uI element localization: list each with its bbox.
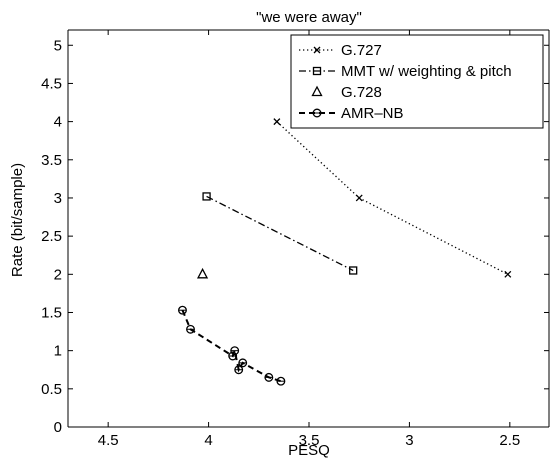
triangle-marker	[311, 85, 323, 97]
x-marker-stroke	[504, 270, 512, 278]
legend-label: G.727	[341, 42, 382, 59]
legend-box	[290, 34, 544, 129]
y-axis-label: Rate (bit/sample)	[9, 163, 26, 277]
legend-entry: G.728	[311, 84, 382, 101]
y-tick-label: 5	[54, 37, 62, 54]
y-tick-label: 1.5	[41, 304, 62, 321]
y-tick-label: 4	[54, 114, 62, 131]
series-g-728	[196, 267, 209, 279]
series-amr-nb	[178, 305, 286, 386]
y-tick-label: 0.5	[41, 381, 62, 398]
legend-entry: MMT w/ weighting & pitch	[299, 63, 512, 80]
x-axis-label: PESQ	[288, 442, 330, 459]
y-tick-label: 1	[54, 343, 62, 360]
square-marker	[202, 192, 211, 201]
square-marker	[312, 66, 322, 76]
axes: 4.5 4 3.5 3 2.5 0 0.5 1 1.5 2 2.5 3 3.5 4 4.5 5	[41, 29, 550, 449]
series-layer	[178, 118, 512, 386]
legend-label: G.728	[341, 84, 382, 101]
y-tick-label: 3	[54, 190, 62, 207]
y-tick-label: 4.5	[41, 75, 62, 92]
x-marker	[273, 118, 281, 126]
x-marker-stroke	[313, 46, 321, 54]
y-tick-label: 0	[54, 419, 62, 436]
x-marker-stroke	[273, 118, 281, 126]
series-mmt-w-weighting-pitch	[202, 192, 358, 275]
x-marker	[313, 46, 321, 54]
x-marker	[504, 270, 512, 278]
legend: G.727 MMT w/ weighting & pitch G.728 AMR–NB	[290, 34, 544, 129]
x-tick-label: 3	[405, 432, 413, 449]
triangle-marker	[196, 267, 209, 279]
series-g-727	[273, 118, 512, 278]
square-marker	[349, 266, 358, 275]
y-tick-label: 3.5	[41, 152, 62, 169]
series-line	[206, 195, 354, 272]
x-tick-label: 4	[204, 432, 212, 449]
legend-label: AMR–NB	[341, 105, 404, 122]
x-tick-label: 3.5	[299, 432, 320, 449]
legend-label: MMT w/ weighting & pitch	[341, 63, 512, 80]
x-marker	[355, 194, 363, 202]
x-tick-label: 4.5	[98, 432, 119, 449]
y-tick-label: 2.5	[41, 228, 62, 245]
legend-entry: G.727	[299, 42, 382, 59]
y-tick-label: 2	[54, 266, 62, 283]
series-line	[276, 121, 509, 275]
chart-title: "we were away"	[256, 9, 362, 26]
series-line	[181, 309, 282, 383]
x-marker-stroke	[355, 194, 363, 202]
x-tick-label: 2.5	[499, 432, 520, 449]
legend-entry: AMR–NB	[299, 105, 404, 122]
